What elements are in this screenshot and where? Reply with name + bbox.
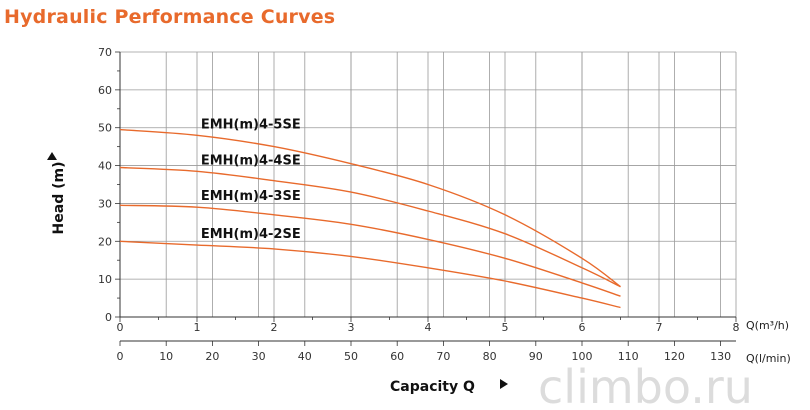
x2-tick-label: 70 bbox=[436, 350, 450, 363]
grid bbox=[119, 51, 737, 318]
x2-tick-label: 30 bbox=[252, 350, 266, 363]
x2-tick-label: 110 bbox=[618, 350, 639, 363]
x2-tick-label: 80 bbox=[483, 350, 497, 363]
x2-tick-label: 50 bbox=[344, 350, 358, 363]
x-tick-label: 2 bbox=[271, 321, 278, 334]
x-axis-unit-primary: Q(m³/h) bbox=[746, 319, 789, 332]
series-line-2 bbox=[119, 166, 621, 288]
y-tick-label: 0 bbox=[105, 311, 112, 324]
x-tick-label: 6 bbox=[579, 321, 586, 334]
x-tick-label: 0 bbox=[117, 321, 124, 334]
x2-tick-label: 40 bbox=[298, 350, 312, 363]
series-label-4: EMH(m)4-2SE bbox=[201, 227, 301, 242]
x2-tick-label: 100 bbox=[572, 350, 593, 363]
x-tick-label: 8 bbox=[733, 321, 740, 334]
y-tick-label: 20 bbox=[98, 235, 112, 248]
x-tick-label: 3 bbox=[348, 321, 355, 334]
y-tick-label: 50 bbox=[98, 122, 112, 135]
curves bbox=[119, 128, 621, 309]
x-axis-arrow-icon bbox=[500, 379, 508, 389]
x2-tick-label: 10 bbox=[159, 350, 173, 363]
x-tick-label: 4 bbox=[425, 321, 432, 334]
x2-tick-label: 0 bbox=[117, 350, 124, 363]
x-axis-unit-secondary: Q(l/min) bbox=[746, 352, 791, 365]
x2-tick-label: 120 bbox=[664, 350, 685, 363]
x2-tick-label: 60 bbox=[390, 350, 404, 363]
x-tick-label: 1 bbox=[194, 321, 201, 334]
curve-labels: EMH(m)4-5SE EMH(m)4-4SE EMH(m)4-3SE EMH(m)4… bbox=[201, 117, 301, 242]
x2-tick-label: 20 bbox=[205, 350, 219, 363]
series-label-2: EMH(m)4-4SE bbox=[201, 153, 301, 168]
series-line-1 bbox=[119, 128, 621, 288]
y-tick-label: 30 bbox=[98, 197, 112, 210]
series-label-3: EMH(m)4-3SE bbox=[201, 189, 301, 204]
watermark: climbo.ru bbox=[538, 360, 753, 410]
series-line-3 bbox=[119, 204, 621, 297]
x-tick-label: 5 bbox=[502, 321, 509, 334]
y-axis-title: Head (m) bbox=[51, 162, 67, 235]
series-label-1: EMH(m)4-5SE bbox=[201, 117, 301, 132]
y-tick-label: 70 bbox=[98, 46, 112, 59]
y-tick-label: 40 bbox=[98, 160, 112, 173]
y-tick-label: 10 bbox=[98, 273, 112, 286]
x2-tick-label: 90 bbox=[529, 350, 543, 363]
x-axis-title: Capacity Q bbox=[390, 379, 475, 395]
y-tick-label: 60 bbox=[98, 84, 112, 97]
chart-title: Hydraulic Performance Curves bbox=[4, 6, 336, 28]
x2-tick-label: 130 bbox=[710, 350, 731, 363]
series-line-4 bbox=[119, 240, 621, 309]
y-axis-arrow-icon bbox=[47, 152, 57, 160]
x-tick-label: 7 bbox=[656, 321, 663, 334]
